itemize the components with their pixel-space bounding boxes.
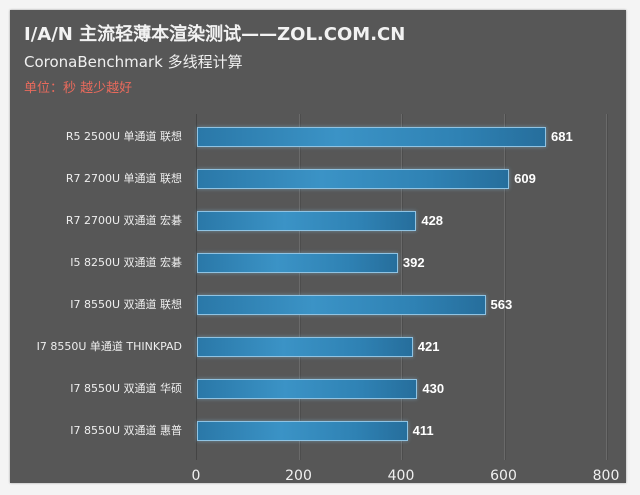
bar: [197, 211, 417, 231]
category-label: R5 2500U 单通道 联想: [65, 130, 182, 143]
gridline: [401, 114, 402, 460]
x-tick-label: 800: [592, 468, 620, 484]
category-label: R7 2700U 双通道 宏碁: [65, 214, 182, 227]
category-label: I5 8250U 双通道 宏碁: [70, 256, 182, 269]
bar-value-label: 428: [421, 213, 444, 228]
bar: [197, 379, 418, 399]
x-tick-label: 200: [285, 468, 312, 484]
bar-value-label: 411: [412, 423, 434, 438]
chart-title: I/A/N 主流轻薄本渲染测试——ZOL.COM.CN: [24, 24, 406, 45]
bar: [197, 169, 510, 189]
category-label: R7 2700U 单通道 联想: [65, 172, 182, 185]
chart-panel: I/A/N 主流轻薄本渲染测试——ZOL.COM.CN CoronaBenchm…: [10, 10, 626, 484]
bar: [197, 295, 486, 315]
bar: [197, 421, 408, 441]
bar: [197, 127, 546, 147]
category-label: I7 8550U 双通道 联想: [70, 298, 182, 311]
x-tick-label: 0: [191, 468, 201, 484]
x-tick-label: 600: [490, 468, 517, 484]
y-axis-line: [196, 114, 197, 460]
category-label: I7 8550U 双通道 惠普: [70, 424, 182, 437]
bar-value-label: 392: [402, 255, 425, 270]
bar-value-label: 421: [417, 339, 440, 354]
gridline: [606, 114, 607, 460]
x-tick-label: 400: [387, 468, 415, 484]
bar-value-label: 681: [551, 129, 573, 144]
gridline: [298, 114, 300, 460]
bar-value-label: 609: [514, 171, 536, 186]
bar: [197, 253, 398, 273]
plot-area: 0 200 400 600 800 R5 2500U 单通道 联想 681 R7 2700U …: [37, 114, 619, 484]
chart-subtitle: CoronaBenchmark 多线程计算: [24, 53, 243, 71]
unit-note: 单位：秒 越少越好: [24, 81, 133, 96]
bar-value-label: 563: [490, 297, 513, 312]
bar: [197, 337, 413, 357]
gridline: [503, 114, 505, 460]
category-label: I7 8550U 单通道 THINKPAD: [36, 340, 182, 353]
category-label: I7 8550U 双通道 华硕: [70, 382, 182, 395]
bar-value-label: 430: [422, 381, 445, 396]
